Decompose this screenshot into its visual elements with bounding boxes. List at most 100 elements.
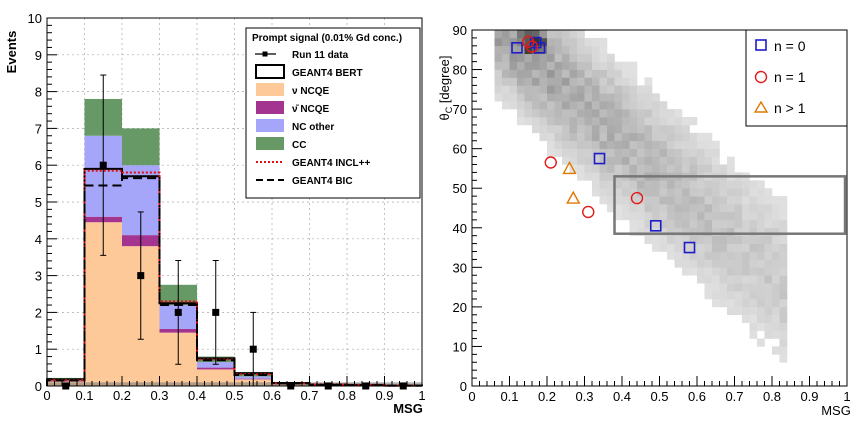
heat-cell bbox=[697, 140, 705, 149]
heat-cell bbox=[599, 140, 608, 149]
bar-ncqe-4 bbox=[197, 367, 235, 370]
heat-cell bbox=[712, 140, 720, 149]
heat-cell bbox=[629, 148, 638, 157]
heat-cell bbox=[622, 124, 630, 134]
heat-cell bbox=[502, 61, 510, 70]
heat-cell bbox=[757, 267, 765, 276]
heat-cell bbox=[652, 243, 660, 252]
y-tick-label: 8 bbox=[35, 85, 42, 100]
heat-cell bbox=[652, 164, 660, 173]
heat-cell bbox=[674, 117, 683, 126]
heat-cell bbox=[554, 37, 563, 47]
heat-cell bbox=[517, 101, 525, 110]
heat-cell bbox=[682, 227, 690, 236]
x-tick-label: 0.1 bbox=[75, 388, 93, 403]
y-tick-label: 50 bbox=[453, 181, 467, 196]
heat-cell bbox=[727, 243, 735, 252]
heat-cell bbox=[674, 124, 683, 134]
heat-cell bbox=[704, 140, 713, 149]
heat-cell bbox=[622, 117, 630, 126]
x-tick-label: 1 bbox=[418, 388, 425, 403]
heat-cell bbox=[764, 306, 773, 316]
heat-cell bbox=[712, 259, 720, 268]
heat-cell bbox=[524, 30, 533, 39]
heat-cell bbox=[772, 330, 780, 339]
heat-cell bbox=[539, 132, 548, 142]
heat-cell bbox=[637, 204, 645, 213]
heat-cell bbox=[667, 188, 675, 197]
heat-cell bbox=[592, 69, 600, 78]
heat-cell bbox=[592, 156, 600, 165]
heat-cell bbox=[734, 227, 743, 236]
heat-cell bbox=[772, 219, 780, 229]
heat-cell bbox=[569, 30, 578, 39]
y-tick-label: 90 bbox=[453, 23, 467, 38]
heat-cell bbox=[779, 322, 788, 331]
bar-cc-0 bbox=[47, 377, 85, 379]
heat-cell bbox=[779, 235, 788, 244]
heat-cell bbox=[704, 259, 713, 268]
heat-cell bbox=[674, 132, 683, 142]
heat-cell bbox=[644, 188, 653, 197]
heat-cell bbox=[644, 132, 653, 142]
heat-cell bbox=[584, 61, 593, 70]
heat-cell bbox=[622, 132, 630, 142]
heat-cell bbox=[742, 259, 750, 268]
heat-cell bbox=[577, 101, 585, 110]
heat-cell bbox=[697, 259, 705, 268]
heat-cell bbox=[749, 314, 758, 324]
heat-cell bbox=[689, 180, 698, 189]
heat-cell bbox=[712, 243, 720, 252]
heat-cell bbox=[712, 211, 720, 221]
heat-cell bbox=[614, 77, 623, 86]
heat-cell bbox=[779, 283, 788, 292]
heat-cell bbox=[764, 283, 773, 292]
heat-cell bbox=[689, 204, 698, 213]
heat-cell bbox=[562, 148, 570, 157]
heat-cell bbox=[652, 196, 660, 205]
heat-cell bbox=[509, 85, 518, 94]
heat-cell bbox=[614, 61, 623, 70]
heat-cell bbox=[682, 188, 690, 197]
heat-cell bbox=[607, 85, 615, 94]
heat-cell bbox=[637, 140, 645, 149]
heat-cell bbox=[539, 93, 548, 102]
heat-cell bbox=[749, 259, 758, 268]
heat-cell bbox=[607, 188, 615, 197]
heat-cell bbox=[659, 132, 668, 142]
heat-cell bbox=[734, 180, 743, 189]
heat-cell bbox=[644, 140, 653, 149]
heat-cell bbox=[569, 132, 578, 142]
heat-cell bbox=[622, 196, 630, 205]
heat-cell bbox=[644, 204, 653, 213]
heat-cell bbox=[742, 251, 750, 260]
heat-cell bbox=[584, 148, 593, 157]
heat-cell bbox=[742, 188, 750, 197]
heat-cell bbox=[697, 132, 705, 142]
heat-cell bbox=[652, 180, 660, 189]
heat-cell bbox=[764, 322, 773, 331]
heat-cell bbox=[779, 306, 788, 316]
heat-cell bbox=[719, 267, 728, 276]
heat-cell bbox=[764, 196, 773, 205]
heat-cell bbox=[637, 117, 645, 126]
heat-cell bbox=[674, 243, 683, 252]
heat-cell bbox=[674, 140, 683, 149]
heat-cell bbox=[509, 93, 518, 102]
heat-cell bbox=[689, 219, 698, 229]
heat-cell bbox=[674, 211, 683, 221]
heat-cell bbox=[757, 298, 765, 308]
cut-region-box bbox=[613, 175, 847, 235]
heat-cell bbox=[772, 235, 780, 244]
heat-cell bbox=[659, 109, 668, 118]
heat-cell bbox=[689, 196, 698, 205]
heat-cell bbox=[667, 211, 675, 221]
y-tick-label: 60 bbox=[453, 142, 467, 157]
heat-cell bbox=[554, 140, 563, 149]
heat-cell bbox=[494, 77, 503, 86]
heat-cell bbox=[772, 283, 780, 292]
heat-cell bbox=[494, 61, 503, 70]
heat-cell bbox=[652, 235, 660, 244]
heat-cell bbox=[742, 306, 750, 316]
heat-cell bbox=[592, 85, 600, 94]
